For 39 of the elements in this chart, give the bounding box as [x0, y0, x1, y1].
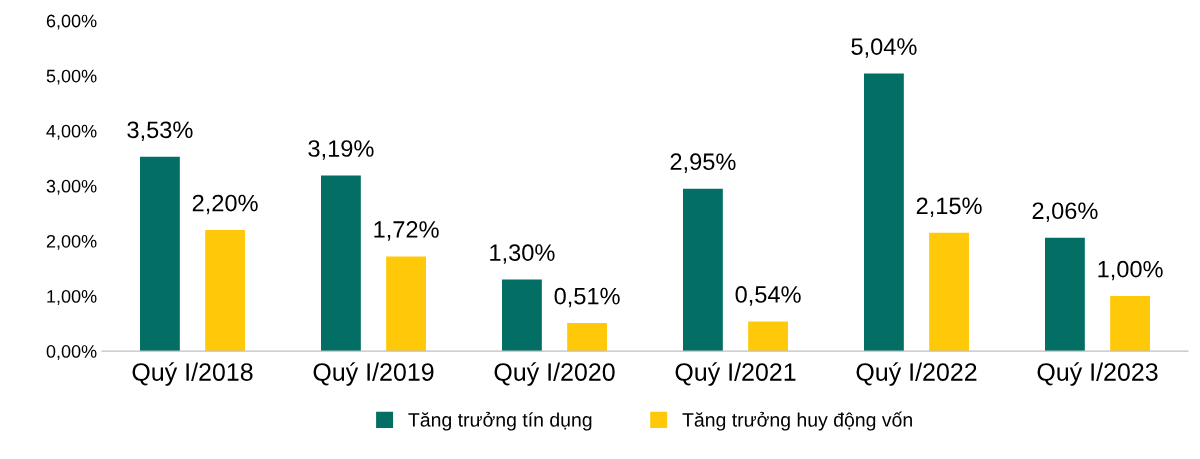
bar [929, 232, 969, 352]
bar [683, 188, 723, 352]
bar [502, 279, 542, 352]
data-label: 2,15% [916, 197, 982, 217]
y-tick-label: 3,00% [46, 179, 97, 195]
data-label: 2,20% [192, 194, 258, 215]
x-tick-label: Quý I/2021 [675, 362, 796, 386]
data-label: 0,54% [735, 286, 801, 306]
data-label: 3,19% [308, 140, 374, 160]
y-tick-label: 5,00% [46, 69, 97, 85]
bar [386, 256, 426, 352]
data-label: 3,53% [127, 121, 193, 141]
data-label: 1,72% [374, 221, 439, 241]
data-label: 2,95% [670, 153, 736, 173]
y-tick-label: 2,00% [46, 234, 97, 250]
legend-label: Tăng trưởng tín dụng [408, 411, 592, 431]
y-tick-label: 4,00% [46, 124, 97, 140]
x-tick-label: Quý I/2018 [132, 362, 253, 386]
data-label: 5,04% [851, 38, 917, 58]
x-tick-label: Quý I/2020 [494, 362, 615, 386]
x-tick-label: Quý I/2022 [856, 362, 977, 386]
bar [567, 323, 607, 352]
bar [140, 156, 180, 352]
x-tick-label: Quý I/2023 [1037, 362, 1158, 386]
y-tick-label: 6,00% [46, 14, 97, 30]
data-label: 2,06% [1032, 202, 1098, 222]
y-tick-label: 1,00% [47, 289, 97, 305]
data-label: 0,51% [554, 287, 620, 308]
bar [748, 321, 788, 352]
bar [1110, 296, 1150, 352]
y-tick-label: 0,00% [46, 345, 97, 360]
data-label: 1,30% [490, 244, 555, 264]
bar [205, 229, 245, 352]
data-label: 1,00% [1098, 260, 1163, 281]
bar [321, 175, 361, 352]
bar [1045, 237, 1085, 352]
bar [864, 73, 904, 352]
x-tick-label: Quý I/2019 [313, 362, 434, 386]
legend-label: Tăng trưởng huy động vốn [682, 411, 912, 431]
